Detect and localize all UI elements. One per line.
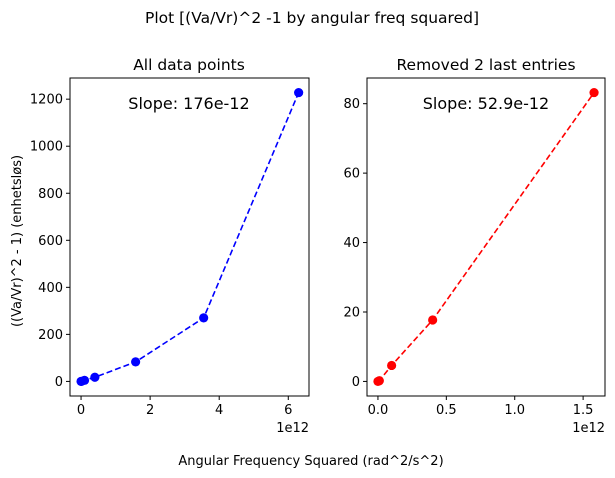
y-tick-label-all-data: 1000 (30, 140, 63, 155)
data-point-removed-entries (387, 360, 397, 371)
data-point-all-data (199, 313, 209, 323)
axes-frame-all-data (69, 77, 310, 397)
panel-all-data: All data points 0 2 4 6 0 200 400 600 800 1000 12… (30, 56, 310, 436)
data-point-removed-entries (374, 376, 384, 386)
slope-annotation-removed-entries: Slope: 52.9e-12 (423, 94, 549, 113)
data-point-all-data (90, 372, 100, 382)
x-tick-label-removed-entries: 1.5 (573, 403, 594, 418)
data-point-removed-entries (428, 315, 438, 325)
x-tick-label-removed-entries: 1.0 (504, 403, 525, 418)
x-offset-label-removed-entries: 1e12 (572, 421, 605, 436)
figure-suptitle: Plot [(Va/Vr)^2 -1 by angular freq squar… (145, 9, 479, 27)
slope-annotation-all-data: Slope: 176e-12 (128, 94, 249, 113)
data-point-all-data (294, 87, 304, 98)
x-tick-label-all-data: 0 (77, 403, 85, 418)
y-tick-label-removed-entries: 80 (343, 97, 360, 112)
axes-frame-removed-entries (366, 77, 606, 397)
y-tick-label-all-data: 1200 (30, 93, 63, 108)
y-axis-label: ((Va/Vr)^2 - 1) (enhetsløs) (10, 155, 25, 327)
y-tick-label-all-data: 400 (38, 281, 63, 296)
y-tick-label-removed-entries: 20 (343, 305, 360, 320)
data-point-removed-entries (589, 87, 599, 98)
y-tick-label-all-data: 600 (38, 234, 63, 249)
y-tick-label-all-data: 200 (38, 328, 63, 343)
x-tick-label-removed-entries: 0.0 (368, 403, 389, 418)
panel-title-removed-entries: Removed 2 last entries (396, 56, 575, 74)
panel-removed-entries: Removed 2 last entries 0.0 0.5 1.0 1.5 0 20 4… (343, 56, 606, 436)
panel-title-all-data: All data points (133, 56, 245, 74)
x-axis-label: Angular Frequency Squared (rad^2/s^2) (178, 454, 443, 469)
x-tick-label-removed-entries: 0.5 (436, 403, 457, 418)
data-point-all-data (131, 357, 141, 367)
y-tick-label-removed-entries: 40 (343, 236, 360, 251)
x-tick-label-all-data: 4 (215, 403, 223, 418)
y-tick-label-removed-entries: 0 (352, 375, 360, 390)
y-tick-label-all-data: 0 (55, 375, 63, 390)
x-offset-label-all-data: 1e12 (276, 421, 309, 436)
y-tick-label-removed-entries: 60 (343, 167, 360, 182)
y-tick-label-all-data: 800 (38, 187, 63, 202)
data-point-all-data (79, 375, 90, 385)
x-tick-label-all-data: 6 (284, 403, 292, 418)
x-tick-label-all-data: 2 (146, 403, 154, 418)
